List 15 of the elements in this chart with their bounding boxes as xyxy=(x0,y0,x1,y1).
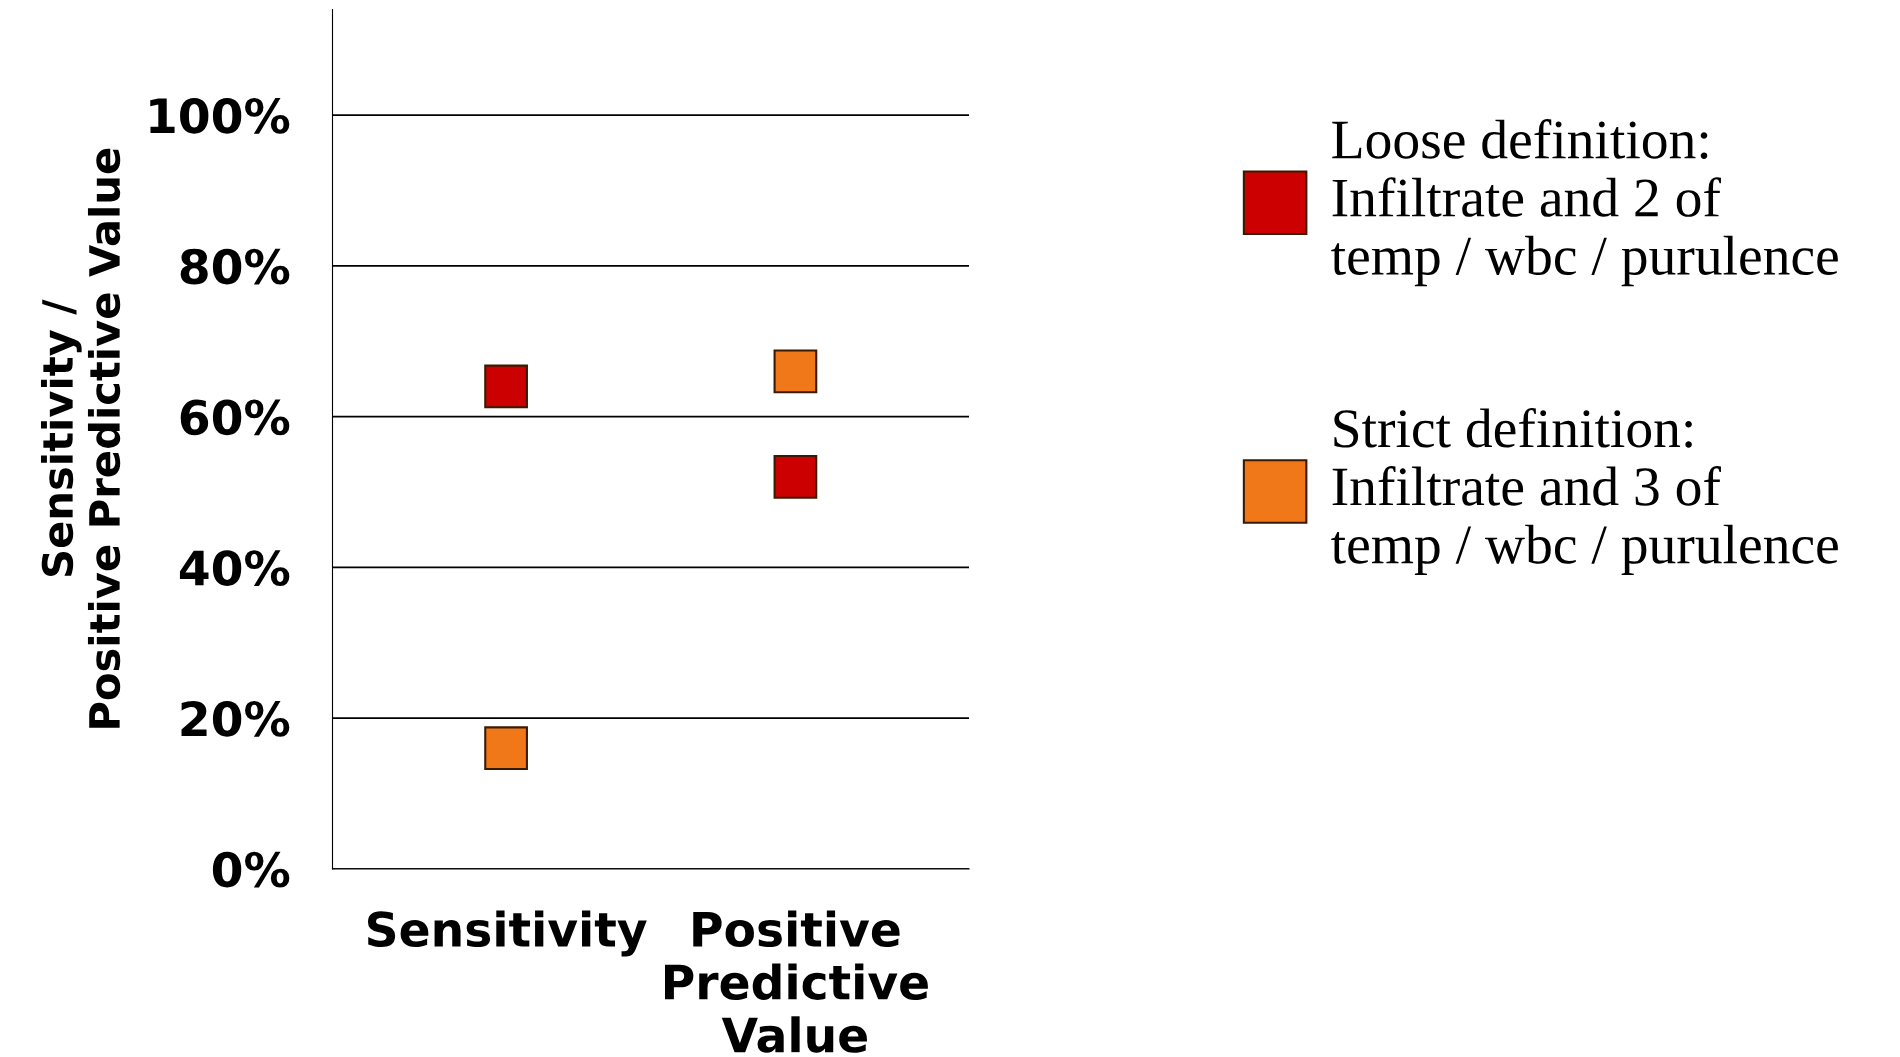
x-tick-label: Positive Predictive Value xyxy=(665,910,928,1053)
legend-label: Strict definition: Infiltrate and 3 of temp / wbc / purulence xyxy=(1331,407,1838,576)
y-tick-label: 100% xyxy=(150,97,290,134)
legend-label: Loose definition: Infiltrate and 2 of temp / wbc / purulence xyxy=(1331,119,1838,287)
y-tick-label: 80% xyxy=(180,248,290,285)
y-axis-title: Sensitivity / Positive Predictive Value xyxy=(40,148,121,728)
y-tick-label: 60% xyxy=(180,399,290,436)
y-tick-label: 0% xyxy=(212,851,290,888)
y-tick-label: 20% xyxy=(181,700,290,737)
point xyxy=(773,455,818,499)
y-tick-label: 40% xyxy=(179,550,290,586)
point xyxy=(773,349,818,394)
point xyxy=(484,726,528,771)
point xyxy=(484,364,528,409)
x-tick-label: Sensitivity xyxy=(367,910,647,957)
